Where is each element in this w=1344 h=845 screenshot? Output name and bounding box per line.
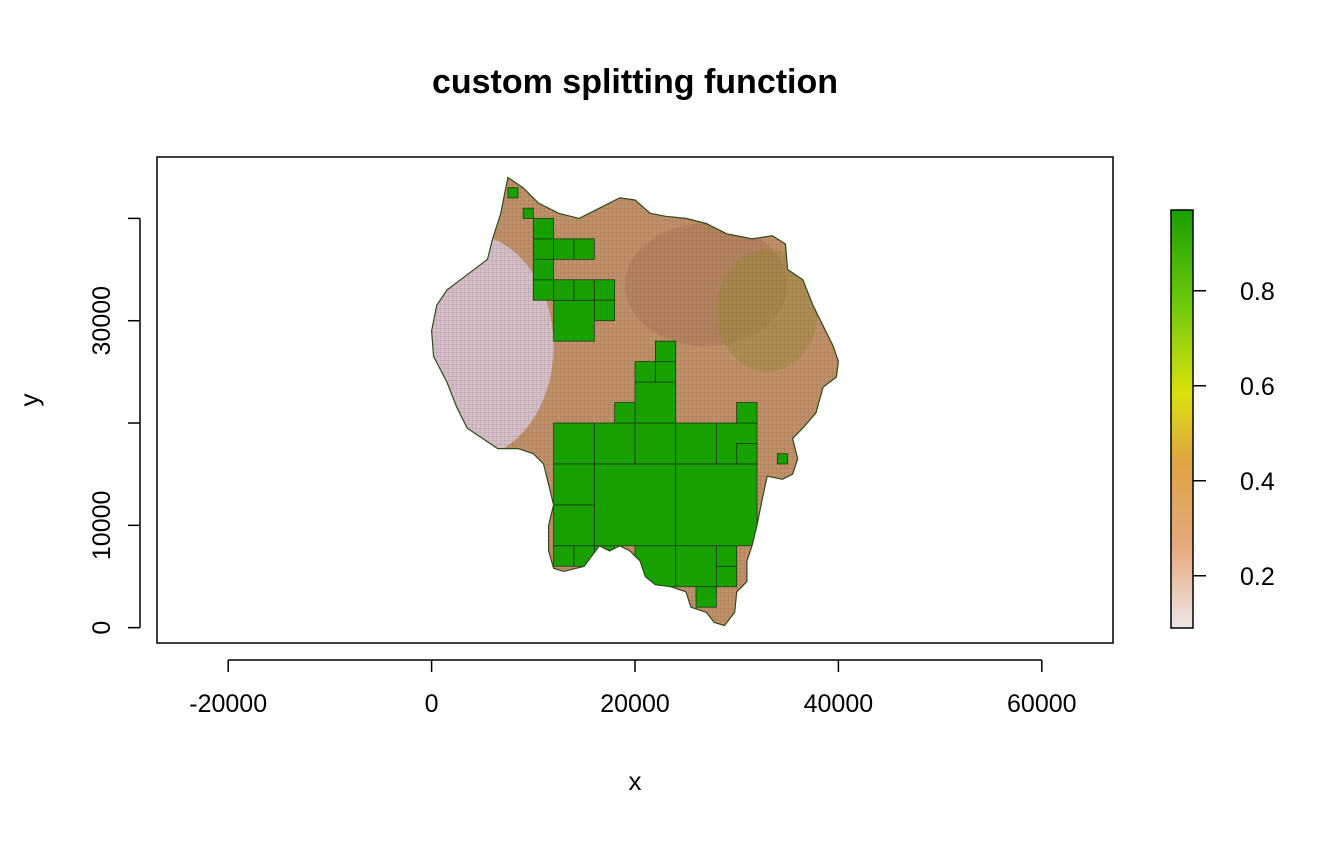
- quadtree-cell: [634, 361, 656, 383]
- quadtree-cell: [736, 402, 758, 424]
- colorbar-tick-label: 0.2: [1240, 563, 1275, 591]
- y-tick-label: 10000: [88, 491, 116, 561]
- quadtree-cell: [532, 258, 555, 281]
- quadtree-cell: [593, 299, 616, 322]
- quadtree-cell: [715, 545, 738, 567]
- quadtree-cell: [614, 402, 636, 424]
- y-axis: 0 10000 30000: [88, 217, 141, 635]
- quadtree-cell: [553, 422, 595, 465]
- quadtree-cell: [634, 422, 677, 465]
- quadtree-cell: [695, 586, 717, 608]
- raster-clip-group: [431, 177, 839, 626]
- x-tick-label: -20000: [189, 690, 267, 718]
- region-outline: [430, 176, 840, 627]
- colorbar-legend: 0.2 0.4 0.6 0.8: [1170, 209, 1275, 629]
- y-axis-label: y: [14, 394, 44, 407]
- chart-title: custom splitting function: [432, 63, 838, 101]
- quadtree-cell: [675, 463, 758, 547]
- quadtree-cell: [634, 381, 677, 424]
- quadtree-cell: [532, 217, 555, 240]
- quadtree-cell: [573, 279, 595, 301]
- x-axis: -20000 0 20000 40000 60000: [189, 659, 1077, 718]
- quadtree-cell: [776, 453, 788, 465]
- quadtree-cell: [553, 504, 595, 547]
- x-tick-label: 60000: [1007, 690, 1077, 718]
- quadtree-cell: [593, 422, 636, 465]
- x-tick-label: 0: [425, 690, 439, 718]
- raster-region: [430, 176, 840, 627]
- colorbar-tick-label: 0.4: [1240, 468, 1275, 496]
- quadtree-cell: [715, 565, 738, 588]
- quadtree-cell: [654, 340, 677, 363]
- quadtree-cell: [507, 187, 519, 199]
- quadtree-cell: [522, 207, 534, 219]
- y-tick-label: 30000: [88, 286, 116, 356]
- quadtree-cell: [675, 422, 717, 465]
- x-tick-label: 40000: [804, 690, 874, 718]
- x-axis-label: x: [629, 766, 642, 796]
- colorbar: [1170, 209, 1194, 629]
- plot-area: [156, 156, 1114, 644]
- colorbar-tick-label: 0.6: [1240, 373, 1275, 401]
- quadtree-cell: [532, 279, 555, 301]
- quadtree-cell: [654, 361, 677, 383]
- quadtree-cell: [553, 545, 575, 567]
- quadtree-cell: [553, 238, 575, 260]
- x-tick-label: 20000: [600, 690, 670, 718]
- quadtree-cell: [553, 463, 595, 506]
- y-tick-label: 0: [88, 621, 116, 635]
- colorbar-ticks: 0.2 0.4 0.6 0.8: [1193, 278, 1275, 591]
- quadtree-cell: [593, 279, 616, 301]
- quadtree-cell: [675, 545, 717, 588]
- quadtree-cell: [553, 279, 575, 301]
- quadtree-cell: [736, 443, 758, 465]
- quadtree-cell: [532, 238, 555, 260]
- colorbar-tick-label: 0.8: [1240, 278, 1275, 306]
- quadtree-cell: [593, 463, 677, 547]
- quadtree-cell: [573, 238, 595, 260]
- quadtree-cell: [553, 299, 595, 342]
